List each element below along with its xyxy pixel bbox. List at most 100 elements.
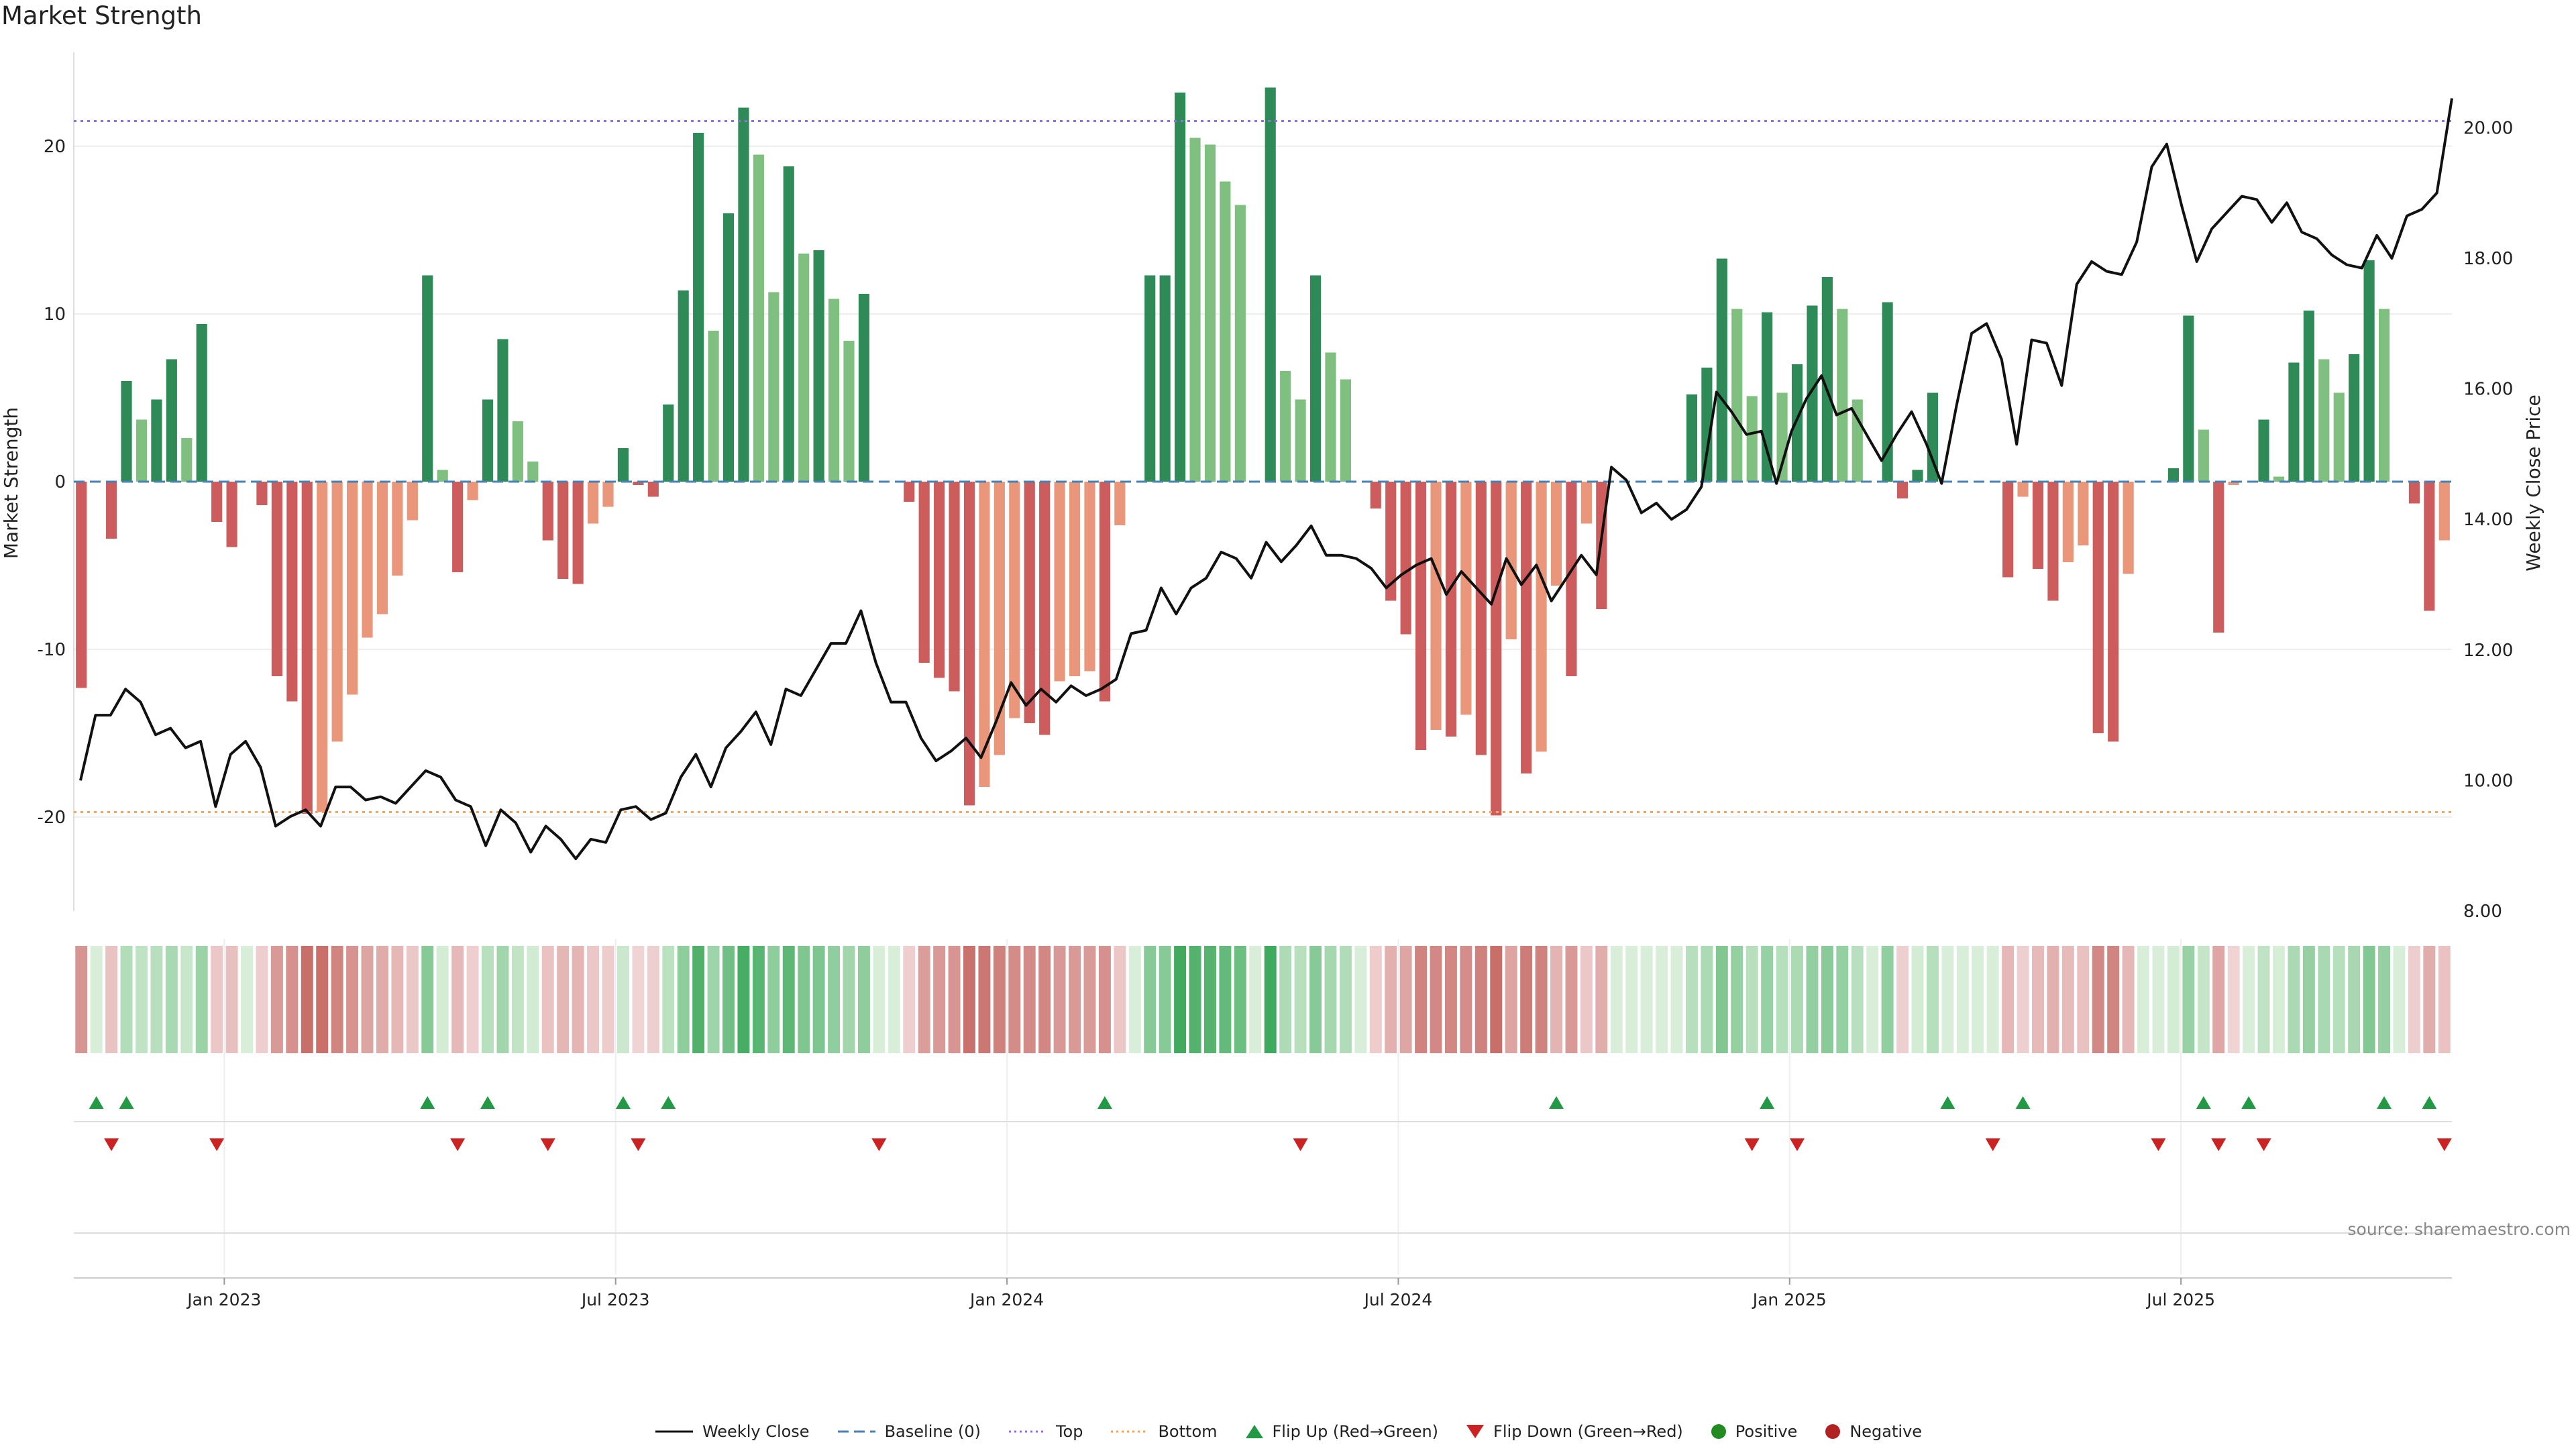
strength-bar <box>722 213 735 482</box>
reference-lines <box>74 120 2452 813</box>
flip-up-marker <box>119 1096 134 1109</box>
heat-cell <box>1249 946 1262 1053</box>
strength-bar <box>813 250 824 482</box>
strength-bar <box>1189 138 1201 482</box>
strength-bar <box>256 482 268 505</box>
heat-cell <box>2182 946 2195 1053</box>
flip-down-marker <box>2436 1138 2452 1151</box>
heat-cell <box>2137 946 2150 1053</box>
strength-bar <box>1505 482 1517 639</box>
strength-bar <box>1566 482 1577 676</box>
strength-bar <box>2123 482 2134 574</box>
flip-down-marker <box>1744 1138 1760 1151</box>
heat-cell <box>2393 946 2406 1053</box>
heat-cell <box>527 946 539 1053</box>
circle-icon <box>1711 1424 1726 1439</box>
strength-bar <box>1686 394 1698 482</box>
heat-cell <box>692 946 705 1053</box>
circle-icon <box>1825 1424 1841 1439</box>
strength-bar <box>331 482 343 742</box>
heat-cell <box>1610 946 1623 1053</box>
strength-bar <box>1400 482 1411 635</box>
flip-up-marker <box>2241 1096 2257 1109</box>
strength-bar <box>1099 482 1110 702</box>
flip-down-marker <box>1293 1138 1308 1151</box>
legend-label: Baseline (0) <box>884 1422 981 1441</box>
flip-markers <box>74 1096 2452 1234</box>
strength-bar <box>647 482 659 497</box>
heat-cell <box>2077 946 2090 1053</box>
legend-baseline[interactable]: Baseline (0) <box>837 1422 981 1441</box>
strength-bar <box>106 482 117 539</box>
heat-cell <box>1038 946 1051 1053</box>
legend-positive[interactable]: Positive <box>1710 1422 1797 1441</box>
legend-flip-down[interactable]: Flip Down (Green→Red) <box>1465 1422 1683 1441</box>
strength-bar <box>2303 311 2314 482</box>
heat-cell <box>1369 946 1382 1053</box>
strength-bar <box>1912 470 1923 482</box>
flip-down-marker <box>2151 1138 2166 1151</box>
heat-cell <box>2273 946 2285 1053</box>
heat-cell <box>677 946 690 1053</box>
price-line-layer <box>79 98 2453 861</box>
strength-bar <box>2183 315 2194 482</box>
strength-bar <box>663 405 674 482</box>
flip-down-marker <box>631 1138 646 1151</box>
heat-cell <box>1460 946 1472 1053</box>
heat-cell <box>812 946 825 1053</box>
heat-cell <box>1114 946 1126 1053</box>
heat-cell <box>316 946 329 1053</box>
strength-bar <box>2408 482 2420 504</box>
strength-bar <box>1807 305 1818 482</box>
heat-cell <box>903 946 916 1053</box>
strength-bar <box>1445 482 1457 737</box>
legend-top[interactable]: Top <box>1008 1422 1083 1441</box>
legend-label: Flip Up (Red→Green) <box>1272 1422 1439 1441</box>
heat-cell <box>1986 946 1999 1053</box>
heat-cell <box>1144 946 1157 1053</box>
strength-bar <box>1204 144 1216 482</box>
heat-cell <box>963 946 975 1053</box>
x-tick-label: Jan 2025 <box>1752 1290 1827 1309</box>
strength-bar <box>572 482 584 584</box>
heat-cell <box>225 946 238 1053</box>
heat-cell <box>165 946 178 1053</box>
heat-cell <box>782 946 795 1053</box>
heat-cell <box>1746 946 1758 1053</box>
strength-bar <box>121 381 132 482</box>
heat-cell <box>1926 946 1939 1053</box>
legend-dot-swatch <box>1008 1430 1046 1433</box>
strength-bar <box>1701 368 1713 482</box>
heat-cell <box>1656 946 1668 1053</box>
strength-bar <box>196 324 207 482</box>
strength-bar <box>934 482 945 678</box>
heat-cell <box>1565 946 1578 1053</box>
strength-bar <box>1144 275 1156 482</box>
strength-bar <box>2349 354 2360 482</box>
strength-bar <box>1370 482 1381 508</box>
strength-bar <box>1491 482 1502 816</box>
flip-down-marker <box>209 1138 225 1151</box>
strength-bar <box>1731 309 1743 482</box>
x-tick-label: Jul 2025 <box>2145 1290 2215 1309</box>
flip-down-marker <box>540 1138 555 1151</box>
legend-negative[interactable]: Negative <box>1824 1422 1922 1441</box>
market-strength-chart: -20 -10 0 10 20 8.00 10.00 12.00 14.00 16.00 18.00… <box>0 52 2544 1309</box>
heat-cell <box>1023 946 1036 1053</box>
strength-bar <box>1265 87 1276 482</box>
legend-weekly-close[interactable]: Weekly Close <box>654 1422 810 1441</box>
flip-down-marker <box>2211 1138 2226 1151</box>
strength-bar <box>317 482 328 812</box>
strength-bar <box>1159 275 1171 482</box>
strength-bar <box>1536 482 1547 752</box>
flip-up-marker <box>2196 1096 2211 1109</box>
legend-bottom[interactable]: Bottom <box>1110 1422 1218 1441</box>
strength-bar <box>286 482 298 702</box>
strength-bar <box>1114 482 1126 525</box>
heat-cell <box>1505 946 1517 1053</box>
flip-down-marker <box>1985 1138 2000 1151</box>
strength-bar <box>828 299 840 482</box>
heat-cell <box>1670 946 1683 1053</box>
heat-cell <box>541 946 554 1053</box>
legend-flip-up[interactable]: Flip Up (Red→Green) <box>1244 1422 1439 1441</box>
